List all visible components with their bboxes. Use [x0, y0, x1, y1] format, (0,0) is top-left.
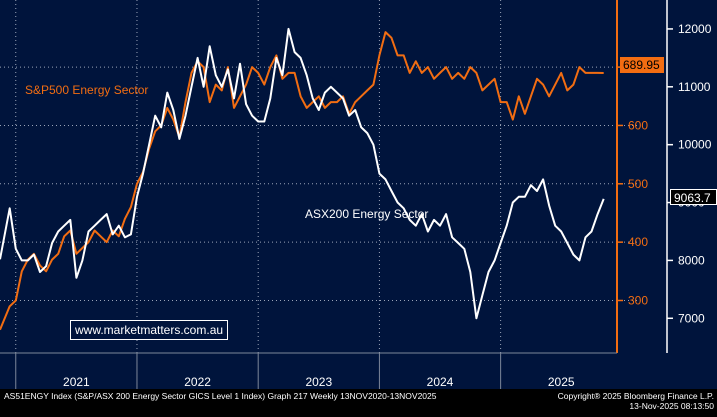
sp500-series-line [0, 31, 604, 331]
timestamp-text: 13-Nov-2025 08:13:50 [629, 401, 714, 411]
left-axis-tick-label: 400 [628, 235, 648, 249]
x-axis-tick-label: 2025 [548, 375, 575, 389]
sp500-last-price-tag: 689.95 [620, 57, 664, 73]
x-axis-tick-label: 2021 [63, 375, 90, 389]
x-axis-tick-label: 2024 [427, 375, 454, 389]
right-axis-tick-label: 8000 [678, 253, 705, 267]
watermark-url: www.marketmatters.com.au [70, 320, 229, 340]
x-axis-tick-label: 2022 [184, 375, 211, 389]
left-axis-tick-label: 500 [628, 177, 648, 191]
right-axis-tick-label: 10000 [678, 138, 712, 152]
asx200-last-price-tag: 9063.7 [670, 189, 717, 205]
right-axis-tick-label: 12000 [678, 22, 712, 36]
footer-description: AS51ENGY Index (S&P/ASX 200 Energy Secto… [4, 391, 437, 401]
copyright-text: Copyright® 2025 Bloomberg Finance L.P. [557, 391, 714, 401]
asx200-series-label: ASX200 Energy Sector [305, 207, 429, 221]
plot-area [0, 0, 617, 353]
x-axis-band [0, 353, 617, 389]
sp500-series-label: S&P500 Energy Sector [25, 83, 149, 97]
right-axis-tick-label: 11000 [678, 80, 711, 94]
asx200-series-line [0, 27, 605, 320]
right-axis-tick-label: 7000 [678, 311, 705, 325]
x-axis-tick-label: 2023 [305, 375, 332, 389]
footer-copyright: Copyright® 2025 Bloomberg Finance L.P. 1… [558, 391, 714, 411]
left-axis-tick-label: 300 [628, 293, 648, 307]
left-axis-tick-label: 600 [628, 118, 648, 132]
